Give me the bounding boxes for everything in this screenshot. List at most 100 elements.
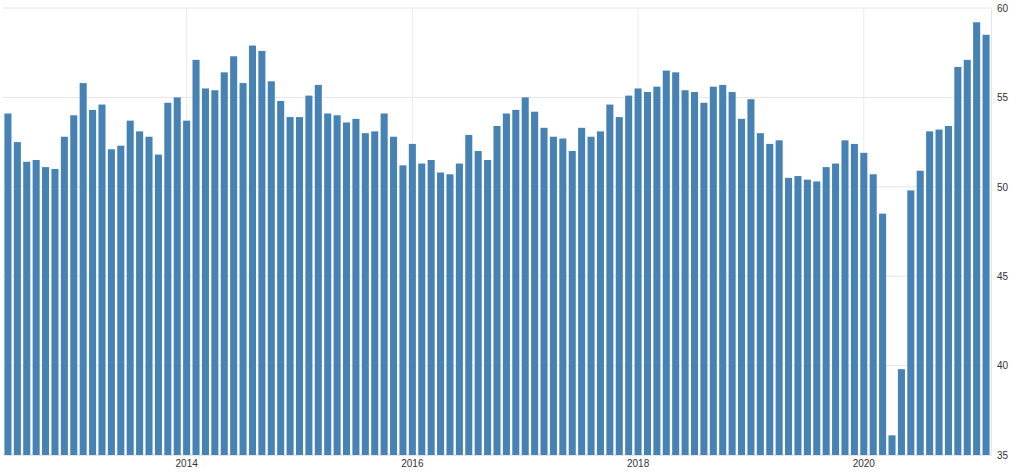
bar: [804, 180, 811, 455]
y-axis: 35 40 45 50 55 60: [991, 3, 1009, 461]
bar: [841, 140, 848, 455]
bar: [522, 97, 529, 455]
grid-line-y: [3, 8, 991, 9]
y-tick: 60: [991, 3, 1009, 14]
bar: [710, 87, 717, 455]
bar: [569, 151, 576, 455]
bar: [540, 128, 547, 455]
bar: [23, 162, 30, 455]
bars: [4, 22, 989, 455]
bar: [888, 435, 895, 455]
bar: [860, 153, 867, 455]
bar: [305, 96, 312, 455]
bar: [136, 131, 143, 455]
bar: [211, 90, 218, 455]
x-axis: 2014 2016 2018 2020: [4, 455, 992, 469]
bar: [155, 155, 162, 455]
bar: [230, 56, 237, 455]
chart: 35 40 45 50 55 60 2014 2016 2018 2020: [0, 0, 1017, 475]
bar: [512, 110, 519, 455]
x-tick-label: 2014: [176, 458, 199, 469]
bar: [531, 112, 538, 455]
bar: [277, 101, 284, 455]
y-tick: 50: [991, 182, 1009, 193]
bar: [371, 131, 378, 455]
bar: [127, 121, 134, 455]
bar: [437, 172, 444, 455]
bar: [14, 142, 21, 455]
bar: [352, 119, 359, 455]
bar: [503, 113, 510, 455]
bar: [315, 85, 322, 455]
x-tick-label: 2018: [627, 458, 650, 469]
y-tick-label: 60: [997, 3, 1009, 14]
bar: [164, 103, 171, 455]
bar: [174, 97, 181, 455]
x-tick: 2014: [176, 455, 199, 469]
bar: [268, 81, 275, 455]
bar: [973, 22, 980, 455]
grid-line-y: [3, 97, 991, 98]
bar: [729, 92, 736, 455]
y-tick-label: 45: [997, 271, 1009, 282]
bar: [287, 117, 294, 455]
bar: [221, 72, 228, 455]
bar: [249, 46, 256, 455]
bar: [653, 87, 660, 455]
bar: [672, 72, 679, 455]
bar: [691, 92, 698, 455]
bar: [33, 160, 40, 455]
y-tick-label: 50: [997, 182, 1009, 193]
bar: [757, 133, 764, 455]
bar: [936, 130, 943, 455]
bar: [907, 190, 914, 455]
x-tick-label: 2020: [853, 458, 876, 469]
bar: [456, 164, 463, 455]
grid: [3, 8, 991, 455]
bar: [193, 60, 200, 455]
bar: [926, 131, 933, 455]
bar: [42, 167, 49, 455]
bar: [399, 165, 406, 455]
bar: [588, 137, 595, 455]
bar: [635, 88, 642, 455]
y-tick: 45: [991, 271, 1009, 282]
bar: [428, 160, 435, 455]
y-tick-label: 55: [997, 92, 1009, 103]
y-tick: 40: [991, 360, 1009, 371]
x-tick: 2016: [401, 455, 424, 469]
bar: [145, 137, 152, 455]
bar: [362, 133, 369, 455]
bar: [917, 171, 924, 455]
bar: [493, 126, 500, 455]
bar: [484, 160, 491, 455]
bar: [240, 83, 247, 455]
bar: [98, 105, 105, 455]
plot: 35 40 45 50 55 60 2014 2016 2018 2020: [3, 3, 1009, 469]
bar: [870, 174, 877, 455]
bar: [381, 113, 388, 455]
bar: [898, 369, 905, 455]
x-axis-line: [4, 455, 992, 456]
bar: [324, 113, 331, 455]
bar: [747, 99, 754, 455]
bar: [954, 67, 961, 455]
bar: [823, 167, 830, 455]
bar: [296, 117, 303, 455]
bar: [606, 105, 613, 455]
bar: [550, 137, 557, 455]
bar: [832, 164, 839, 455]
bar: [644, 92, 651, 455]
y-tick-label: 35: [997, 450, 1009, 461]
bar: [700, 103, 707, 455]
bar: [117, 146, 124, 455]
bar: [559, 139, 566, 455]
x-tick: 2020: [853, 455, 876, 469]
bar: [794, 176, 801, 455]
bar: [597, 131, 604, 455]
bar: [879, 214, 886, 455]
bar: [343, 122, 350, 455]
bar: [738, 119, 745, 455]
bar: [409, 144, 416, 455]
bar: [4, 113, 11, 455]
